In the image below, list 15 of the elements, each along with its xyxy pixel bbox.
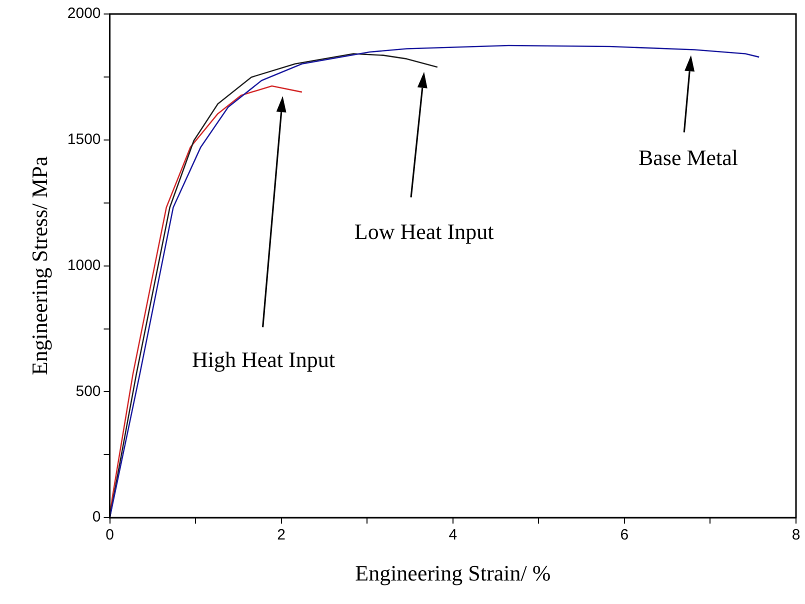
x-tick-label: 4 bbox=[448, 526, 458, 544]
y-tick-label: 1000 bbox=[67, 256, 101, 274]
annotation: High Heat Input bbox=[192, 347, 335, 372]
y-tick-label: 2000 bbox=[67, 5, 101, 22]
x-tick-label: 8 bbox=[792, 526, 800, 544]
x-tick-label: 2 bbox=[277, 526, 286, 544]
x-tick-label: 6 bbox=[620, 526, 629, 544]
y-tick-label: 0 bbox=[92, 508, 101, 526]
y-tick-label: 1500 bbox=[67, 131, 101, 148]
annotation: Base Metal bbox=[638, 144, 738, 170]
x-axis-title: Engineering Strain/ % bbox=[355, 560, 551, 586]
y-axis-title: Engineering Stress/ MPa bbox=[26, 156, 52, 376]
y-tick-label: 500 bbox=[76, 382, 101, 400]
x-tick-label: 0 bbox=[106, 526, 114, 544]
annotation: Low Heat Input bbox=[354, 218, 494, 244]
